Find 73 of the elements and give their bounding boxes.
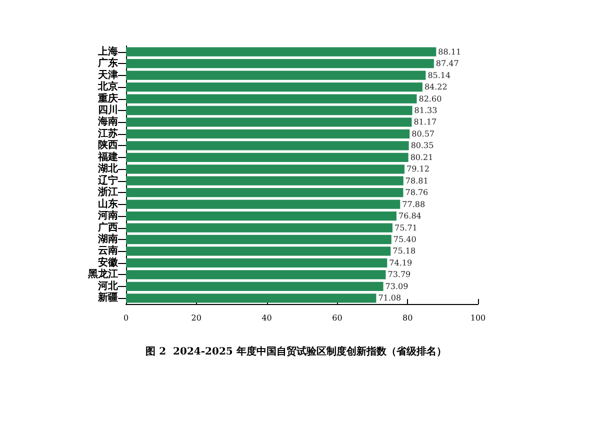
bar [126, 270, 386, 280]
bar [126, 129, 410, 139]
bar [126, 94, 417, 104]
y-tick-label: 福建 [97, 150, 118, 163]
bar [126, 106, 412, 116]
data-label: 73.09 [385, 282, 408, 291]
x-tick-label: 20 [191, 314, 202, 322]
data-label: 87.47 [436, 59, 459, 68]
data-label: 76.84 [398, 212, 422, 221]
data-label: 85.14 [428, 70, 451, 80]
bar [126, 223, 392, 232]
y-tick-label: 湖北 [97, 162, 119, 175]
y-tick-label: 四川 [98, 104, 118, 116]
data-label: 77.88 [402, 200, 426, 209]
y-tick-label: 重庆 [97, 92, 118, 104]
y-tick-label: 江苏 [97, 127, 118, 140]
bar [126, 59, 434, 68]
bar [126, 282, 384, 291]
bar [126, 152, 408, 162]
bar [126, 200, 400, 209]
y-tick-label: 广东 [97, 57, 118, 70]
data-label: 71.08 [378, 294, 402, 303]
data-label: 81.33 [414, 106, 438, 115]
x-tick-label: 0 [123, 314, 129, 322]
x-tick-label: 40 [262, 314, 272, 322]
x-tick-label: 80 [402, 314, 413, 322]
data-label: 75.18 [392, 246, 416, 256]
text: 图 2 2024-2025 年度中国自贸试验区制度创新指数（省级排名） [146, 346, 446, 358]
data-label: 88.11 [438, 47, 462, 56]
y-tick-label: 河南 [97, 210, 118, 222]
y-tick-label: 天津 [97, 68, 118, 81]
y-tick-label: 湖南 [97, 233, 118, 245]
data-label: 75.71 [394, 223, 418, 232]
y-tick-label: 北京 [97, 80, 118, 93]
x-tick-label: 60 [332, 314, 342, 322]
y-tick-label: 陕西 [98, 139, 118, 152]
y-tick-label: 浙江 [97, 186, 118, 198]
y-tick-label: 河北 [97, 280, 119, 292]
bar [126, 188, 404, 198]
y-tick-label: 黑龙江 [87, 268, 118, 280]
bar [126, 70, 426, 80]
bar [126, 164, 404, 174]
y-tick-label: 云南 [98, 244, 118, 257]
bar [126, 82, 422, 92]
data-label: 75.40 [393, 235, 416, 244]
bar [126, 176, 404, 186]
data-label: 81.17 [414, 118, 437, 127]
y-tick-label: 上海 [97, 45, 118, 58]
bar [126, 211, 396, 221]
bar [126, 246, 391, 256]
data-label: 80.35 [410, 141, 434, 150]
data-label: 74.19 [389, 258, 412, 268]
bar [126, 47, 436, 56]
y-tick-label: 新疆 [97, 292, 118, 304]
bar [126, 258, 388, 268]
data-label: 73.79 [388, 270, 411, 280]
y-tick-label: 安徽 [98, 256, 119, 268]
y-tick-label: 辽宁 [97, 174, 118, 186]
bar [126, 294, 376, 303]
data-label: 82.60 [418, 94, 442, 104]
data-label: 78.76 [405, 188, 428, 198]
data-label: 79.12 [406, 164, 430, 174]
bar [126, 141, 409, 150]
data-label: 78.81 [405, 176, 428, 186]
bar [126, 234, 392, 244]
data-label: 80.21 [410, 152, 434, 162]
bar [126, 118, 412, 127]
data-label: 80.57 [412, 129, 435, 138]
y-tick-label: 海南 [97, 116, 118, 128]
y-tick-label: 广西 [97, 221, 118, 234]
x-tick-label: 100 [470, 314, 486, 322]
data-label: 84.22 [424, 82, 448, 92]
y-tick-label: 山东 [98, 198, 118, 210]
